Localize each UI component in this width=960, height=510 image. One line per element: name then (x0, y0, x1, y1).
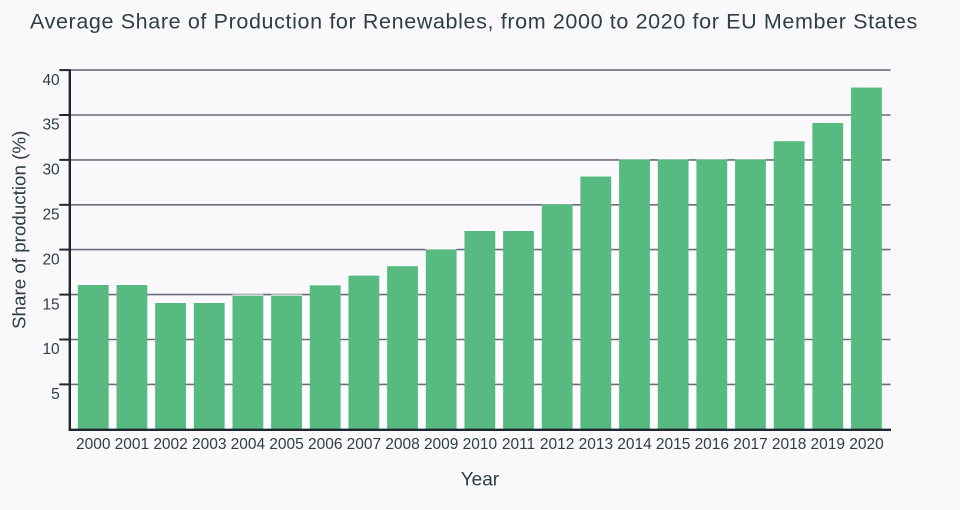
svg-text:2008: 2008 (385, 436, 419, 453)
svg-text:5: 5 (51, 386, 60, 403)
svg-text:2012: 2012 (540, 436, 574, 453)
svg-text:2006: 2006 (308, 436, 342, 453)
svg-text:10: 10 (42, 341, 60, 358)
svg-text:2007: 2007 (347, 436, 381, 453)
svg-text:2019: 2019 (811, 436, 845, 453)
svg-text:Share of production (%): Share of production (%) (9, 131, 30, 329)
svg-text:15: 15 (42, 296, 59, 313)
svg-text:2011: 2011 (502, 436, 535, 453)
svg-text:2010: 2010 (463, 436, 498, 453)
svg-text:2016: 2016 (695, 436, 729, 453)
svg-text:2000: 2000 (76, 436, 111, 453)
svg-text:2005: 2005 (269, 436, 303, 453)
svg-text:Average Share of Production fo: Average Share of Production for Renewabl… (30, 10, 918, 34)
svg-text:2015: 2015 (656, 436, 690, 453)
svg-text:2002: 2002 (153, 436, 187, 453)
svg-text:2018: 2018 (772, 436, 806, 453)
svg-text:Year: Year (461, 469, 500, 490)
svg-text:30: 30 (42, 162, 60, 179)
svg-text:2004: 2004 (231, 436, 266, 453)
svg-text:2017: 2017 (733, 436, 767, 453)
svg-text:2001: 2001 (115, 436, 149, 453)
svg-text:2003: 2003 (192, 436, 226, 453)
svg-text:40: 40 (42, 72, 60, 89)
svg-text:35: 35 (42, 117, 59, 134)
svg-text:25: 25 (42, 207, 59, 224)
svg-text:2020: 2020 (849, 436, 884, 453)
svg-text:2014: 2014 (617, 436, 652, 453)
svg-text:20: 20 (42, 251, 60, 268)
svg-text:2013: 2013 (579, 436, 613, 453)
svg-text:2009: 2009 (424, 436, 458, 453)
